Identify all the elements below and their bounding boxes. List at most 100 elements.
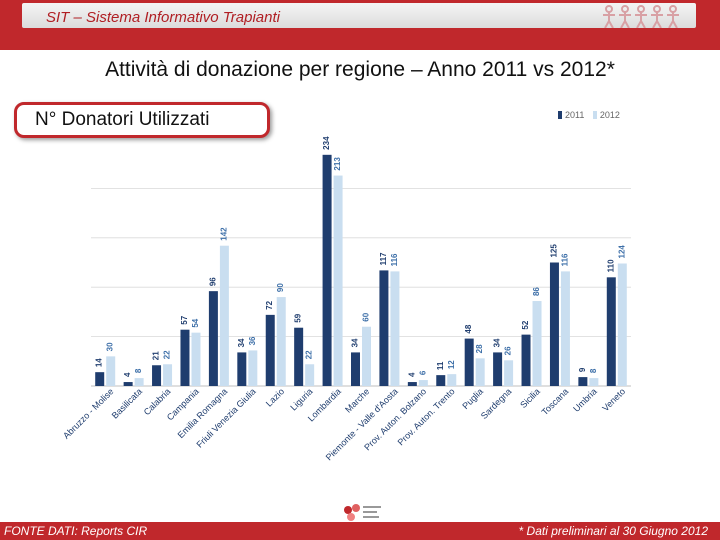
legend-swatch-2011 — [558, 111, 562, 119]
bar-2011 — [606, 277, 616, 386]
page-title: Attività di donazione per regione – Anno… — [105, 58, 615, 81]
bar-2012 — [418, 380, 428, 386]
bar-2012 — [447, 374, 457, 386]
legend-swatch-2012 — [592, 111, 597, 119]
data-label-2012: 90 — [276, 283, 285, 292]
bar-2012 — [475, 358, 485, 386]
data-label-2012: 86 — [532, 287, 541, 296]
legend-label-2012: 2012 — [599, 110, 620, 120]
bar-2012 — [276, 297, 286, 386]
data-label-2012: 142 — [219, 227, 228, 241]
bar-2012 — [248, 350, 258, 386]
bar-2011 — [521, 334, 531, 386]
bar-2012 — [560, 271, 570, 386]
subtitle-box: N° Donatori Utilizzati — [14, 102, 270, 138]
bar-2012 — [589, 378, 599, 386]
bar-2012 — [333, 175, 343, 386]
header-panel: SIT – Sistema Informativo Trapianti — [22, 3, 696, 28]
x-tick-label: Lazio — [264, 386, 286, 408]
bar-2012 — [163, 364, 173, 386]
header-bar: SIT – Sistema Informativo Trapianti — [0, 0, 720, 50]
bar-2012 — [532, 301, 542, 386]
bar-2012 — [106, 356, 116, 386]
x-tick-label: Sicilia — [518, 386, 542, 410]
data-label-2012: 213 — [333, 157, 342, 171]
bar-2011 — [549, 262, 559, 386]
x-tick-label: Emilia Romagna — [176, 386, 230, 440]
bar-2011 — [322, 154, 332, 386]
bar-2012 — [617, 263, 627, 386]
data-label-2011: 125 — [549, 244, 558, 258]
bar-2012 — [134, 378, 144, 386]
bar-2011 — [407, 382, 417, 386]
data-label-2011: 59 — [294, 313, 303, 322]
data-label-2011: 34 — [351, 338, 360, 347]
data-label-2012: 54 — [191, 318, 200, 327]
bar-2011 — [493, 352, 503, 386]
data-label-2011: 21 — [152, 351, 161, 360]
bar-2011 — [180, 329, 190, 386]
data-label-2012: 22 — [305, 350, 314, 359]
data-label-2011: 96 — [208, 277, 217, 286]
data-label-2011: 234 — [322, 136, 331, 150]
data-label-2012: 36 — [248, 336, 257, 345]
data-label-2012: 116 — [560, 253, 569, 266]
bar-2011 — [265, 314, 275, 386]
people-chain-logo-icon — [603, 5, 679, 28]
data-label-2012: 28 — [475, 344, 484, 353]
data-label-2012: 12 — [447, 360, 456, 369]
x-tick-label: Puglia — [460, 386, 485, 411]
bar-2012 — [305, 364, 315, 386]
data-label-2011: 52 — [521, 320, 530, 329]
data-label-2011: 34 — [493, 338, 502, 347]
data-label-2011: 9 — [578, 367, 587, 372]
data-label-2011: 117 — [379, 252, 388, 265]
footer-note: * Dati preliminari al 30 Giugno 2012 — [518, 524, 708, 538]
data-label-2012: 116 — [390, 253, 399, 266]
legend-item-2011: 2011 — [558, 110, 584, 120]
data-label-2012: 60 — [362, 312, 371, 321]
bar-2012 — [504, 360, 514, 386]
data-label-2011: 14 — [95, 358, 104, 367]
bar-2011 — [208, 291, 218, 386]
chart-subtitle: N° Donatori Utilizzati — [35, 109, 210, 130]
x-tick-label: Veneto — [600, 386, 627, 413]
data-label-2012: 26 — [504, 346, 513, 355]
data-label-2012: 30 — [106, 342, 115, 351]
bar-2012 — [191, 332, 201, 386]
bar-2012 — [219, 245, 229, 386]
bar-2011 — [379, 270, 389, 386]
data-label-2012: 124 — [617, 245, 626, 259]
x-tick-label: Basilicata — [110, 386, 144, 420]
bar-2012 — [362, 326, 371, 386]
bar-2011 — [152, 365, 162, 386]
data-label-2011: 11 — [436, 361, 445, 370]
data-label-2012: 8 — [589, 368, 598, 373]
footer-bar: FONTE DATI: Reports CIR * Dati prelimina… — [0, 522, 720, 540]
bar-2012 — [390, 271, 400, 386]
bar-2011 — [95, 372, 105, 386]
bar-2011 — [351, 352, 360, 386]
x-tick-label: Liguria — [288, 386, 314, 412]
bar-2011 — [464, 338, 474, 386]
legend-label-2011: 2011 — [565, 110, 585, 120]
bar-2011 — [436, 375, 446, 386]
data-label-2012: 6 — [418, 370, 427, 375]
footer-logo-icon — [344, 504, 381, 521]
x-tick-label: Abruzzo - Molise — [61, 386, 115, 440]
bar-2011 — [578, 377, 588, 386]
x-tick-label: Umbria — [571, 386, 599, 414]
data-label-2012: 22 — [163, 350, 172, 359]
data-label-2012: 8 — [134, 368, 143, 373]
bar-2011 — [237, 352, 247, 386]
data-label-2011: 72 — [265, 300, 274, 309]
x-tick-label: Toscana — [540, 386, 571, 417]
footer-source: FONTE DATI: Reports CIR — [4, 524, 148, 538]
data-label-2011: 4 — [123, 372, 132, 377]
data-label-2011: 57 — [180, 315, 189, 324]
data-label-2011: 48 — [464, 324, 473, 333]
data-label-2011: 34 — [237, 338, 246, 347]
bar-2011 — [294, 327, 304, 386]
bar-2011 — [123, 382, 133, 386]
